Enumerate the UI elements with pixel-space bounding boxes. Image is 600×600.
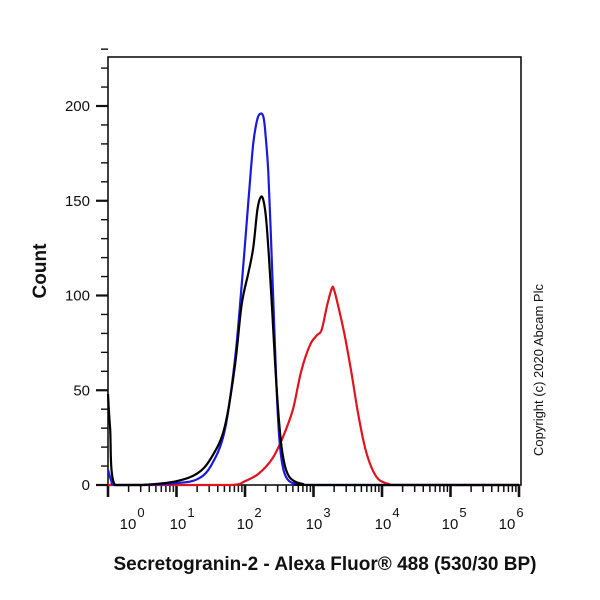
x-tick-label: 100 bbox=[120, 505, 145, 533]
x-tick-label: 103 bbox=[306, 505, 331, 533]
x-tick-label: 106 bbox=[499, 505, 524, 533]
x-tick-base: 10 bbox=[120, 516, 137, 533]
series-lines bbox=[106, 112, 519, 487]
y-axis-label: Count bbox=[30, 243, 51, 299]
y-tick-label: 200 bbox=[65, 98, 90, 115]
x-tick-label: 104 bbox=[375, 505, 400, 533]
red-histogram-line bbox=[108, 285, 519, 487]
plot-area bbox=[107, 56, 522, 486]
x-tick-base: 10 bbox=[375, 516, 392, 533]
x-tick-base: 10 bbox=[170, 516, 187, 533]
y-tick-label: 150 bbox=[65, 193, 90, 210]
x-tick-exponent: 0 bbox=[137, 505, 144, 520]
y-axis: 0 50 100 150 200 bbox=[65, 48, 108, 494]
x-tick-exponent: 6 bbox=[516, 505, 523, 520]
x-tick-exponent: 4 bbox=[392, 505, 399, 520]
x-tick-base: 10 bbox=[306, 516, 323, 533]
x-axis-label: Secretogranin-2 - Alexa Fluor® 488 (530/… bbox=[113, 554, 536, 575]
x-tick-exponent: 3 bbox=[323, 505, 330, 520]
blue-histogram-line bbox=[106, 112, 519, 487]
x-tick-base: 10 bbox=[442, 516, 459, 533]
x-tick-exponent: 1 bbox=[187, 505, 194, 520]
y-tick-label: 50 bbox=[73, 382, 90, 399]
x-tick-label: 102 bbox=[237, 505, 262, 533]
black-histogram-line bbox=[106, 195, 519, 487]
y-tick-label: 0 bbox=[82, 477, 90, 494]
plot-frame bbox=[107, 56, 522, 486]
x-tick-label: 105 bbox=[442, 505, 467, 533]
x-tick-exponent: 5 bbox=[459, 505, 466, 520]
copyright-annotation: Copyright (c) 2020 Abcam Plc bbox=[531, 284, 546, 456]
x-tick-label: 101 bbox=[170, 505, 195, 533]
x-tick-base: 10 bbox=[237, 516, 254, 533]
y-tick-label: 100 bbox=[65, 288, 90, 305]
x-tick-base: 10 bbox=[499, 516, 516, 533]
x-tick-exponent: 2 bbox=[254, 505, 261, 520]
